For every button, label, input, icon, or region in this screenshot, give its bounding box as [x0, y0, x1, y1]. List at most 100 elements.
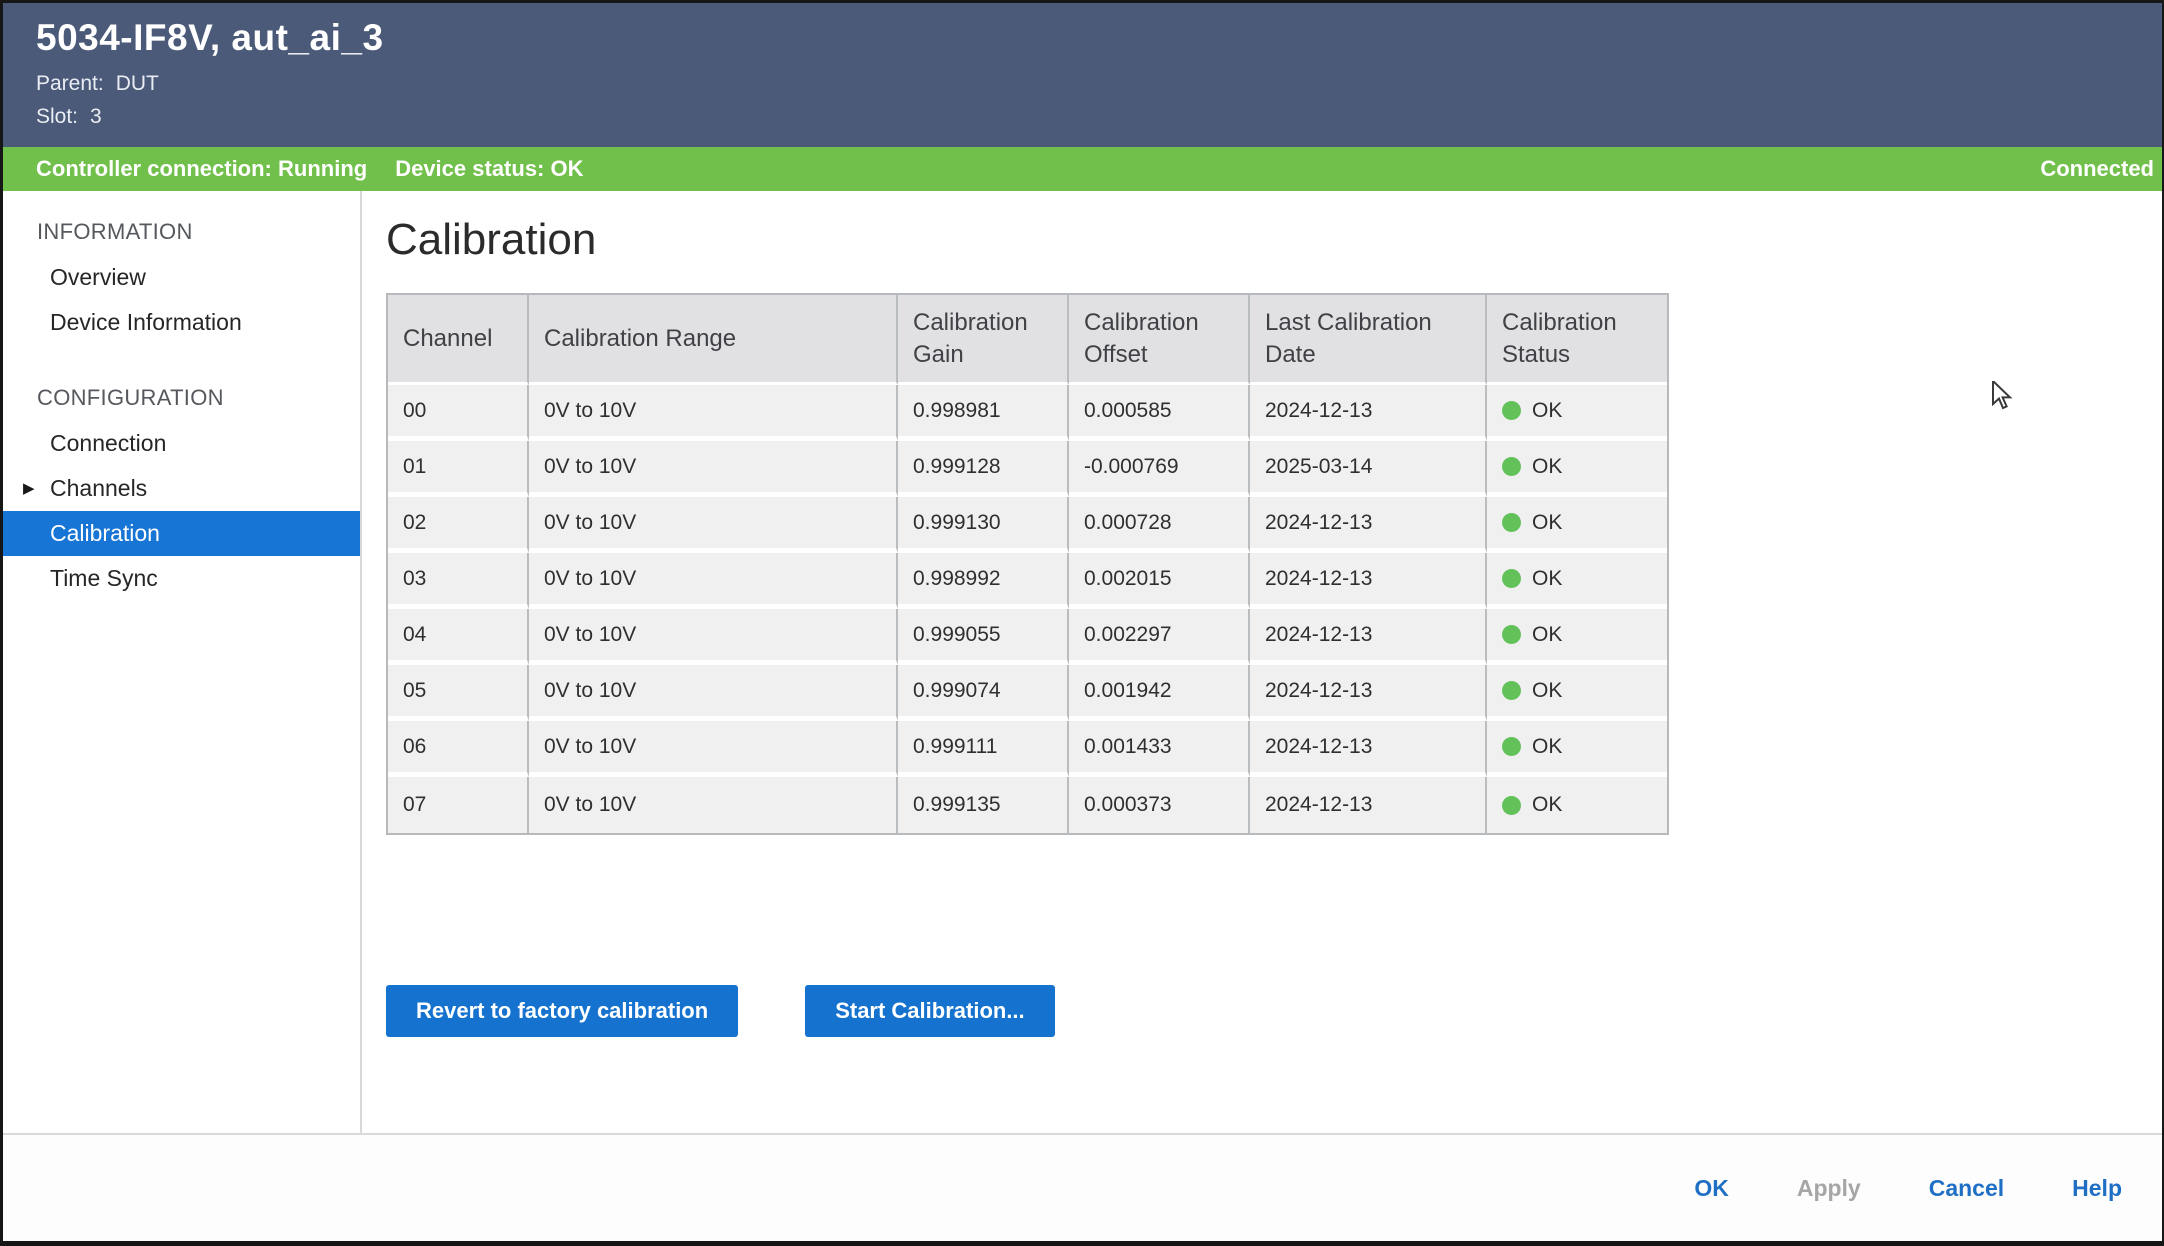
cell-offset: 0.000585	[1069, 385, 1250, 441]
col-header-calibration-range: Calibration Range	[529, 295, 898, 385]
table-row[interactable]: 07 0V to 10V 0.999135 0.000373 2024-12-1…	[388, 777, 1667, 833]
cell-date: 2024-12-13	[1250, 385, 1487, 441]
status-label: OK	[1532, 793, 1562, 817]
cell-range: 0V to 10V	[529, 609, 898, 665]
cell-gain: 0.998981	[898, 385, 1069, 441]
cell-range: 0V to 10V	[529, 721, 898, 777]
cell-range: 0V to 10V	[529, 497, 898, 553]
sidebar-item-label: Calibration	[50, 520, 160, 546]
device-slot: Slot:3	[36, 105, 2162, 129]
col-header-calibration-offset: Calibration Offset	[1069, 295, 1250, 385]
table-row[interactable]: 01 0V to 10V 0.999128 -0.000769 2025-03-…	[388, 441, 1667, 497]
cell-status: OK	[1487, 777, 1667, 833]
cell-status: OK	[1487, 553, 1667, 609]
cell-status: OK	[1487, 441, 1667, 497]
sidebar-item-label: Overview	[50, 264, 146, 290]
footer-button-bar: OK Apply Cancel Help	[3, 1133, 2162, 1241]
controller-connection-status: Controller connection: Running	[36, 156, 367, 182]
cell-range: 0V to 10V	[529, 441, 898, 497]
table-row[interactable]: 05 0V to 10V 0.999074 0.001942 2024-12-1…	[388, 665, 1667, 721]
calibration-table: Channel Calibration Range Calibration Ga…	[386, 293, 1669, 835]
status-label: OK	[1532, 511, 1562, 535]
status-ok-icon	[1502, 796, 1521, 815]
cell-date: 2024-12-13	[1250, 777, 1487, 833]
status-ok-icon	[1502, 457, 1521, 476]
cell-range: 0V to 10V	[529, 385, 898, 441]
cell-status: OK	[1487, 721, 1667, 777]
start-calibration-button[interactable]: Start Calibration...	[805, 985, 1054, 1037]
table-header-row: Channel Calibration Range Calibration Ga…	[388, 295, 1667, 385]
sidebar-item-time-sync[interactable]: Time Sync	[3, 556, 360, 601]
status-ok-icon	[1502, 513, 1521, 532]
sidebar-item-channels[interactable]: ▶ Channels	[3, 466, 360, 511]
sidebar-item-connection[interactable]: Connection	[3, 421, 360, 466]
sidebar-item-label: Channels	[50, 475, 147, 501]
sidebar-item-label: Connection	[50, 430, 166, 456]
parent-value: DUT	[116, 72, 159, 95]
status-ok-icon	[1502, 681, 1521, 700]
sidebar-section-configuration: CONFIGURATION	[37, 385, 360, 411]
cell-gain: 0.999111	[898, 721, 1069, 777]
cell-gain: 0.998992	[898, 553, 1069, 609]
device-title: 5034-IF8V, aut_ai_3	[36, 17, 2162, 59]
cell-status: OK	[1487, 497, 1667, 553]
cell-offset: 0.000373	[1069, 777, 1250, 833]
col-header-calibration-status: Calibration Status	[1487, 295, 1667, 385]
cell-status: OK	[1487, 385, 1667, 441]
cell-range: 0V to 10V	[529, 777, 898, 833]
sidebar-item-device-information[interactable]: Device Information	[3, 300, 360, 345]
main-content: Calibration Channel Calibration Range Ca…	[362, 191, 2162, 1133]
cell-range: 0V to 10V	[529, 665, 898, 721]
table-row[interactable]: 00 0V to 10V 0.998981 0.000585 2024-12-1…	[388, 385, 1667, 441]
help-button[interactable]: Help	[2072, 1175, 2122, 1202]
apply-button[interactable]: Apply	[1797, 1175, 1861, 1202]
col-header-last-calibration-date: Last Calibration Date	[1250, 295, 1487, 385]
status-ok-icon	[1502, 737, 1521, 756]
status-ok-icon	[1502, 401, 1521, 420]
sidebar-item-label: Time Sync	[50, 565, 158, 591]
ok-button[interactable]: OK	[1694, 1175, 1729, 1202]
sidebar-nav: INFORMATION Overview Device Information …	[3, 191, 362, 1133]
cell-channel: 06	[388, 721, 529, 777]
cell-offset: 0.000728	[1069, 497, 1250, 553]
cell-date: 2024-12-13	[1250, 721, 1487, 777]
cancel-button[interactable]: Cancel	[1929, 1175, 2004, 1202]
sidebar-item-calibration[interactable]: Calibration	[3, 511, 360, 556]
status-ok-icon	[1502, 625, 1521, 644]
cell-offset: -0.000769	[1069, 441, 1250, 497]
cell-channel: 07	[388, 777, 529, 833]
table-row[interactable]: 06 0V to 10V 0.999111 0.001433 2024-12-1…	[388, 721, 1667, 777]
parent-label: Parent:	[36, 72, 104, 95]
cell-offset: 0.002297	[1069, 609, 1250, 665]
cell-gain: 0.999074	[898, 665, 1069, 721]
expand-caret-icon[interactable]: ▶	[23, 479, 35, 497]
cell-offset: 0.002015	[1069, 553, 1250, 609]
status-label: OK	[1532, 735, 1562, 759]
slot-label: Slot:	[36, 105, 78, 128]
cell-range: 0V to 10V	[529, 553, 898, 609]
device-parent: Parent: DUT	[36, 72, 2162, 96]
page-title: Calibration	[386, 215, 2162, 265]
status-label: OK	[1532, 623, 1562, 647]
cell-gain: 0.999055	[898, 609, 1069, 665]
cell-channel: 03	[388, 553, 529, 609]
table-row[interactable]: 04 0V to 10V 0.999055 0.002297 2024-12-1…	[388, 609, 1667, 665]
sidebar-item-label: Device Information	[50, 309, 242, 335]
cell-offset: 0.001433	[1069, 721, 1250, 777]
device-header: 5034-IF8V, aut_ai_3 Parent: DUT Slot:3	[3, 3, 2162, 147]
status-ok-icon	[1502, 569, 1521, 588]
table-row[interactable]: 03 0V to 10V 0.998992 0.002015 2024-12-1…	[388, 553, 1667, 609]
status-label: OK	[1532, 455, 1562, 479]
sidebar-item-overview[interactable]: Overview	[3, 255, 360, 300]
app-window: 5034-IF8V, aut_ai_3 Parent: DUT Slot:3 Co…	[0, 0, 2164, 1246]
cell-channel: 01	[388, 441, 529, 497]
col-header-calibration-gain: Calibration Gain	[898, 295, 1069, 385]
cell-date: 2025-03-14	[1250, 441, 1487, 497]
body-row: INFORMATION Overview Device Information …	[3, 191, 2162, 1133]
cell-gain: 0.999130	[898, 497, 1069, 553]
table-row[interactable]: 02 0V to 10V 0.999130 0.000728 2024-12-1…	[388, 497, 1667, 553]
status-label: OK	[1532, 399, 1562, 423]
revert-to-factory-calibration-button[interactable]: Revert to factory calibration	[386, 985, 738, 1037]
cell-date: 2024-12-13	[1250, 553, 1487, 609]
cell-date: 2024-12-13	[1250, 665, 1487, 721]
